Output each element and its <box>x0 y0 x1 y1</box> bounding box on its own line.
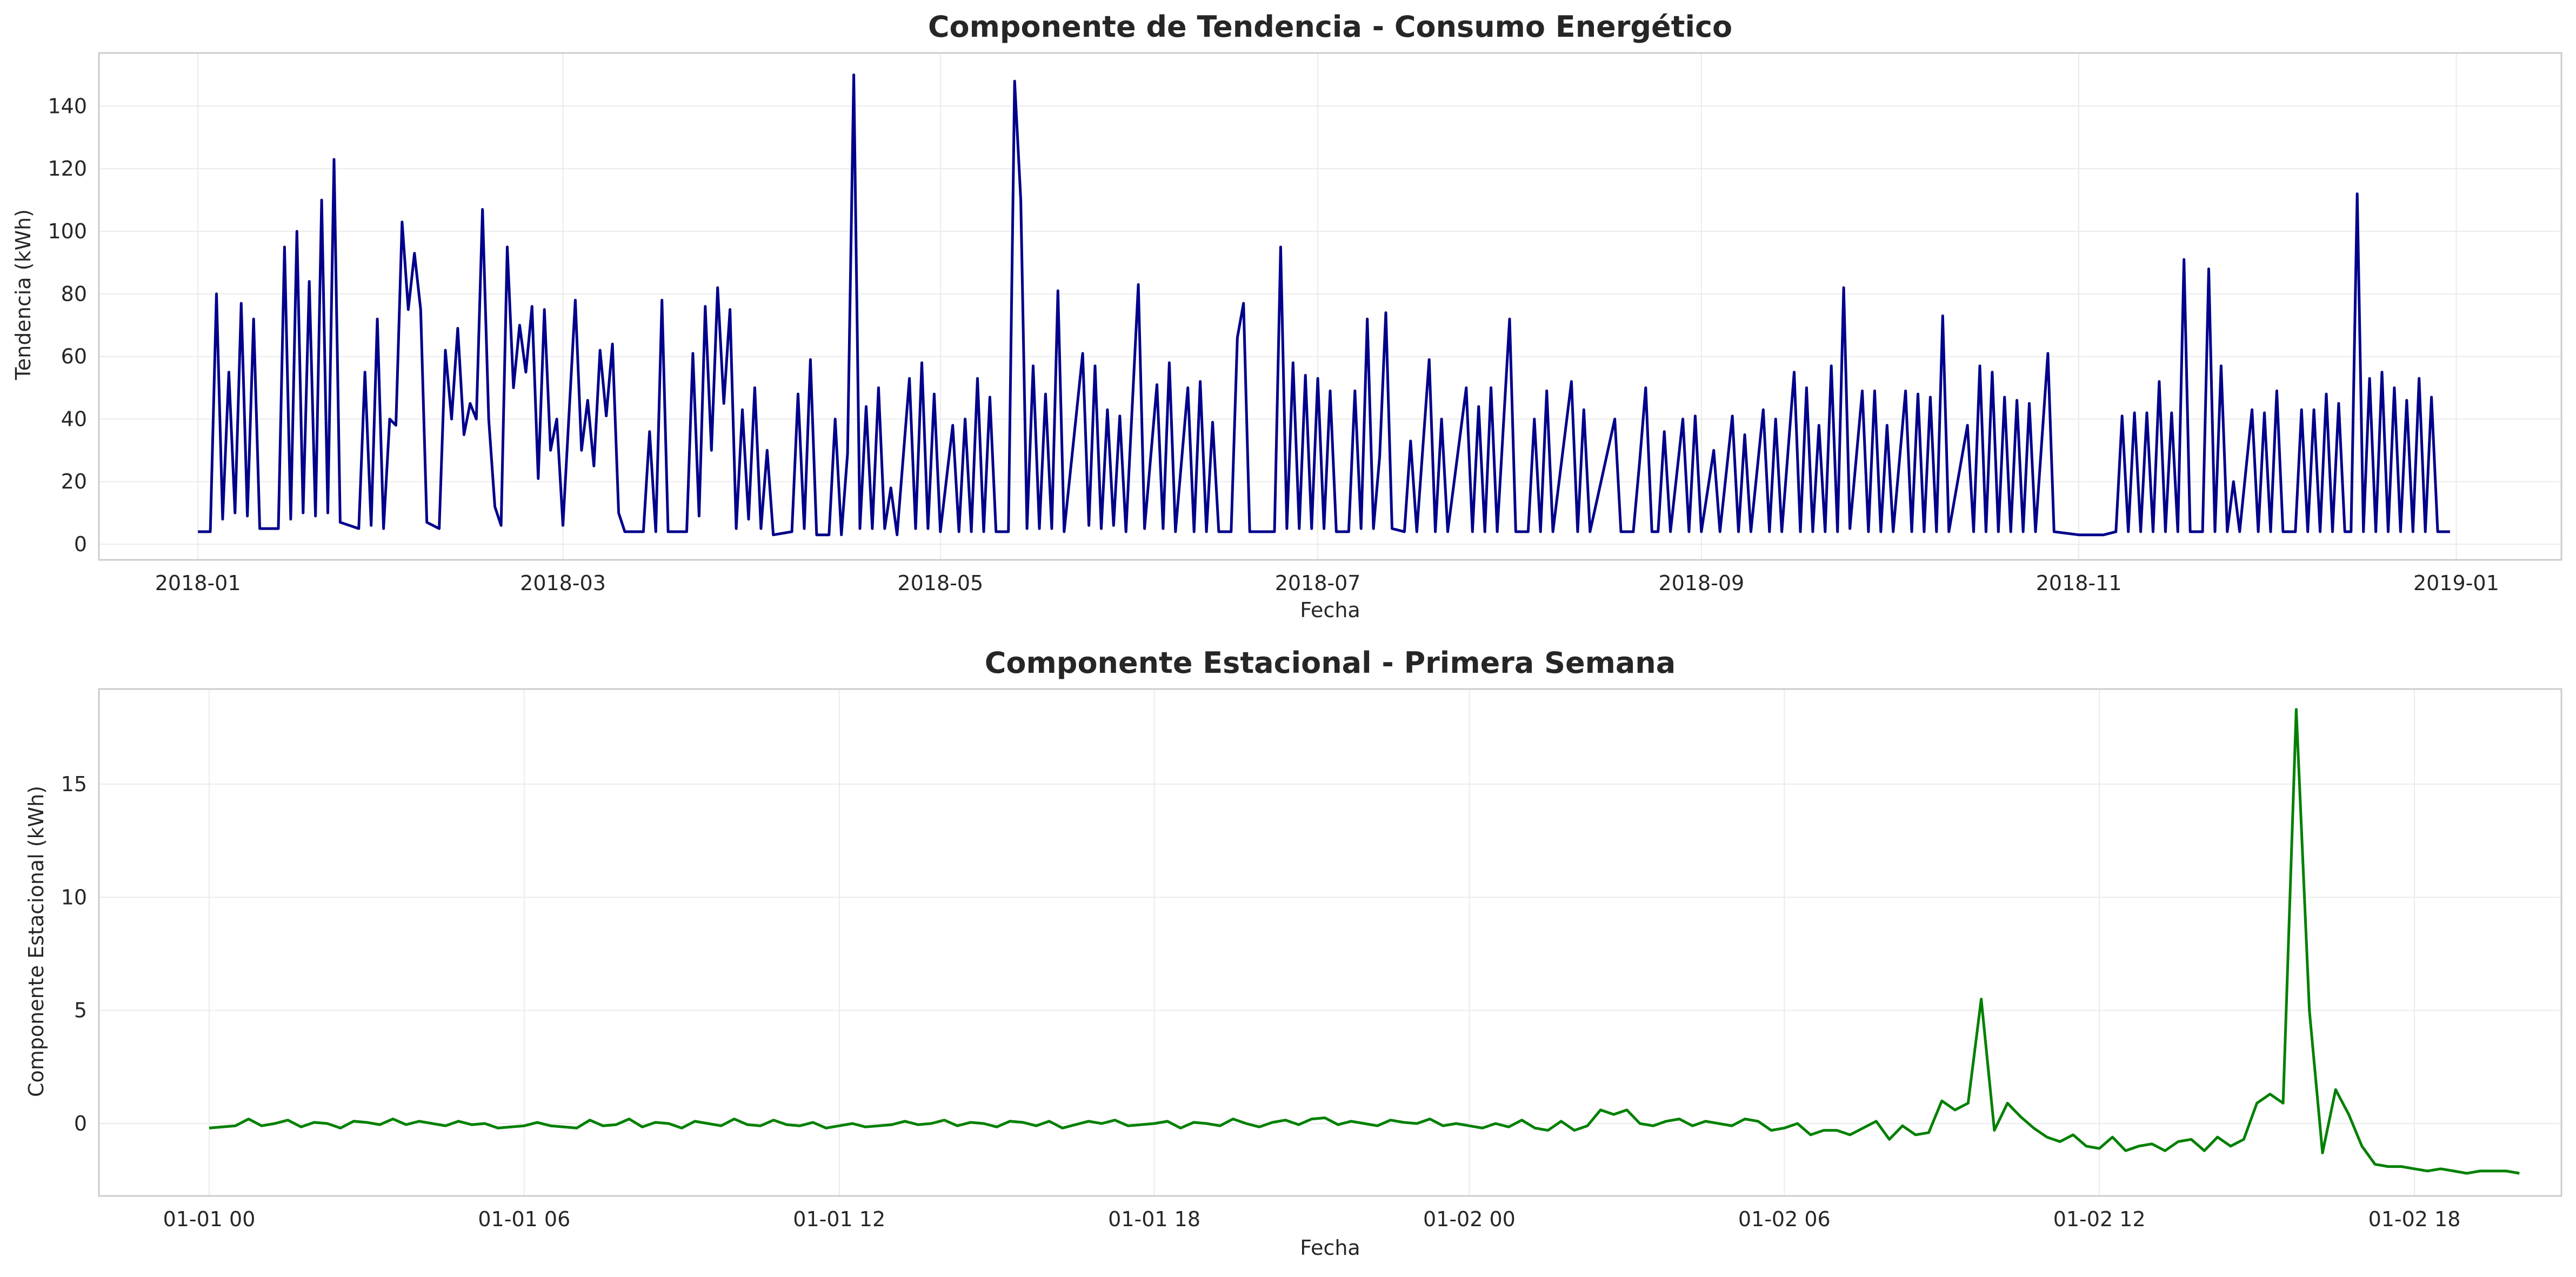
trend-chart-grid <box>99 53 2561 560</box>
y-tick-label: 40 <box>61 407 87 431</box>
y-tick-label: 10 <box>61 885 87 909</box>
x-tick-label: 2018-07 <box>1275 571 1361 595</box>
y-tick-label: 0 <box>74 532 87 556</box>
trend-chart: Componente de Tendencia - Consumo Energé… <box>11 10 2562 622</box>
x-tick-label: 2018-05 <box>897 571 983 595</box>
y-tick-label: 80 <box>61 282 87 306</box>
y-tick-label: 100 <box>48 219 87 243</box>
seasonal-chart-series <box>209 708 2520 1175</box>
x-tick-label: 01-01 06 <box>478 1207 570 1231</box>
seasonal-chart-x-ticks: 01-01 00 01-01 06 01-01 12 01-01 18 01-02 00… <box>163 1207 2461 1231</box>
seasonal-chart-title: Componente Estacional - Primera Semana <box>985 646 1676 680</box>
x-tick-label: 2019-01 <box>2413 571 2499 595</box>
trend-chart-y-ticks: 0 20 40 60 80 100 120 140 <box>48 94 87 556</box>
x-tick-label: 01-02 12 <box>2053 1207 2146 1231</box>
trend-chart-title: Componente de Tendencia - Consumo Energé… <box>928 10 1732 44</box>
seasonal-chart-frame <box>98 688 2562 1197</box>
y-tick-label: 60 <box>61 345 87 369</box>
y-tick-label: 120 <box>48 157 87 180</box>
x-tick-label: 01-02 06 <box>1738 1207 1831 1231</box>
trend-chart-frame <box>98 52 2562 561</box>
x-tick-label: 01-01 12 <box>793 1207 885 1231</box>
trend-chart-x-ticks: 2018-01 2018-03 2018-05 2018-07 2018-09 2018-… <box>155 571 2499 595</box>
trend-chart-ylabel: Tendencia (kWh) <box>11 209 35 380</box>
trend-series-line <box>198 73 2450 537</box>
x-tick-label: 2018-11 <box>2036 571 2122 595</box>
x-tick-label: 01-01 18 <box>1108 1207 1200 1231</box>
y-tick-label: 5 <box>74 999 87 1022</box>
trend-chart-xlabel: Fecha <box>1300 598 1360 622</box>
y-tick-label: 20 <box>61 470 87 493</box>
y-tick-label: 0 <box>74 1112 87 1135</box>
x-tick-label: 2018-03 <box>520 571 606 595</box>
x-tick-label: 01-01 00 <box>163 1207 256 1231</box>
seasonal-chart-grid <box>99 689 2561 1196</box>
seasonal-series-line <box>209 708 2520 1175</box>
y-tick-label: 15 <box>61 772 87 796</box>
x-tick-label: 01-02 00 <box>1423 1207 1516 1231</box>
y-tick-label: 140 <box>48 94 87 118</box>
x-tick-label: 2018-09 <box>1658 571 1744 595</box>
x-tick-label: 2018-01 <box>155 571 241 595</box>
x-tick-label: 01-02 18 <box>2368 1207 2461 1231</box>
seasonal-chart: Componente Estacional - Primera Semana F… <box>24 646 2562 1260</box>
seasonal-chart-xlabel: Fecha <box>1300 1236 1360 1260</box>
seasonal-chart-y-ticks: 0 5 10 15 <box>61 772 87 1135</box>
trend-chart-series <box>198 73 2450 537</box>
seasonal-chart-ylabel: Componente Estacional (kWh) <box>24 786 48 1097</box>
